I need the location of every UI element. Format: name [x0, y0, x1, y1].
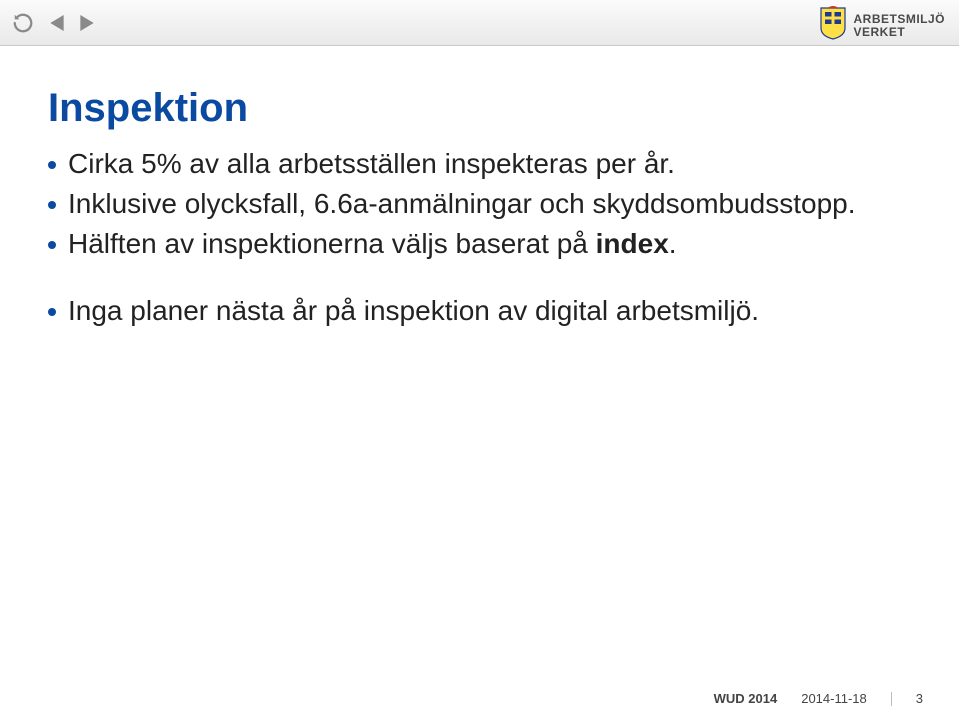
footer-page: 3 [916, 691, 923, 706]
list-item: Hälften av inspektionerna väljs baserat … [48, 225, 911, 263]
bullet-list: Cirka 5% av alla arbetsställen inspekter… [48, 145, 911, 330]
list-item: Cirka 5% av alla arbetsställen inspekter… [48, 145, 911, 183]
bullet-icon [48, 241, 56, 249]
topbar [0, 0, 959, 46]
bullet-text: Cirka 5% av alla arbetsställen inspekter… [68, 145, 675, 183]
bullet-icon [48, 201, 56, 209]
footer-left: WUD 2014 [714, 691, 778, 706]
list-item: Inga planer nästa år på inspektion av di… [48, 292, 911, 330]
footer: WUD 2014 2014-11-18 3 [0, 691, 959, 706]
bullet-text: Inga planer nästa år på inspektion av di… [68, 292, 759, 330]
logo-line2: VERKET [853, 26, 945, 39]
crest-icon [819, 6, 847, 45]
nav-controls [12, 12, 94, 34]
logo-line1: ARBETSMILJÖ [853, 13, 945, 26]
logo: ARBETSMILJÖ VERKET [819, 6, 945, 45]
bullet-icon [48, 308, 56, 316]
bullet-icon [48, 161, 56, 169]
list-item: Inklusive olycksfall, 6.6a-anmälningar o… [48, 185, 911, 223]
bullet-text: Inklusive olycksfall, 6.6a-anmälningar o… [68, 185, 856, 223]
prev-icon[interactable] [50, 15, 64, 31]
footer-date: 2014-11-18 [801, 691, 867, 706]
logo-text: ARBETSMILJÖ VERKET [853, 13, 945, 38]
bullet-text-pre: Hälften av inspektionerna väljs baserat … [68, 228, 596, 259]
content: Inspektion Cirka 5% av alla arbetsställe… [0, 46, 959, 330]
bullet-text-bold: index [596, 228, 669, 259]
reload-icon[interactable] [12, 12, 34, 34]
list-spacer [48, 264, 911, 292]
footer-divider [891, 692, 892, 706]
bullet-text-post: . [669, 228, 677, 259]
page-title: Inspektion [48, 86, 911, 131]
bullet-text: Hälften av inspektionerna väljs baserat … [68, 225, 677, 263]
slide: ARBETSMILJÖ VERKET Inspektion Cirka 5% a… [0, 0, 959, 718]
next-icon[interactable] [80, 15, 94, 31]
